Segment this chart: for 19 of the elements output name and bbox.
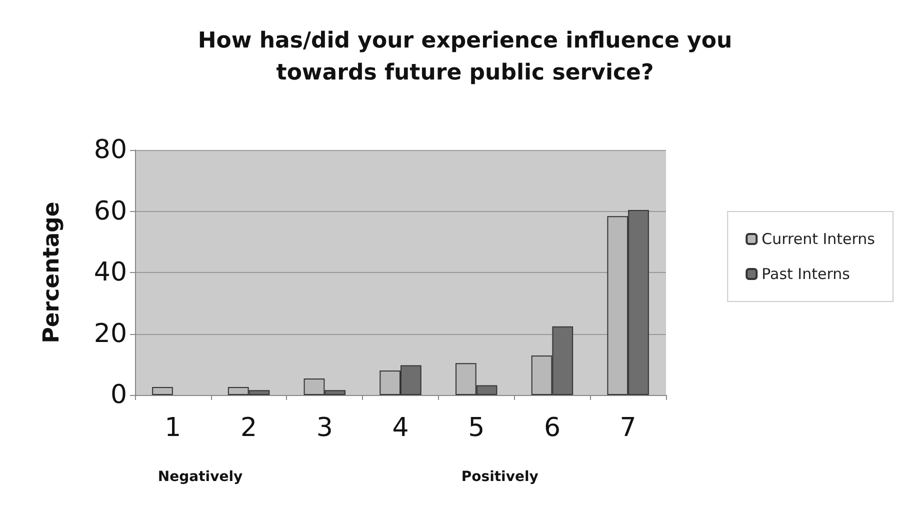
x-tick-label: 7 [620,413,636,443]
bar [152,387,173,395]
text: Negatively [158,469,243,485]
y-tick-label: 20 [94,318,127,349]
x-tick-label: 3 [316,413,333,443]
text: Positively [461,469,538,485]
legend-label: Past Interns [762,265,850,283]
x-tick-label: 6 [544,413,560,443]
x-tick-label: 2 [240,413,258,443]
x-tick-label: 1 [164,413,182,443]
y-tick-label: 60 [94,196,127,226]
y-tick-label: 40 [94,258,127,288]
legend-label: Current Interns [762,230,876,248]
y-axis-title: Percentage [40,202,64,344]
y-tick-label: 80 [94,135,127,165]
chart-title: How has/did your experience influence you towards future public service? [198,28,732,86]
x-tick-label: 4 [392,413,409,443]
x-tick-label: 5 [468,413,485,443]
y-tick-label: 0 [110,380,127,410]
